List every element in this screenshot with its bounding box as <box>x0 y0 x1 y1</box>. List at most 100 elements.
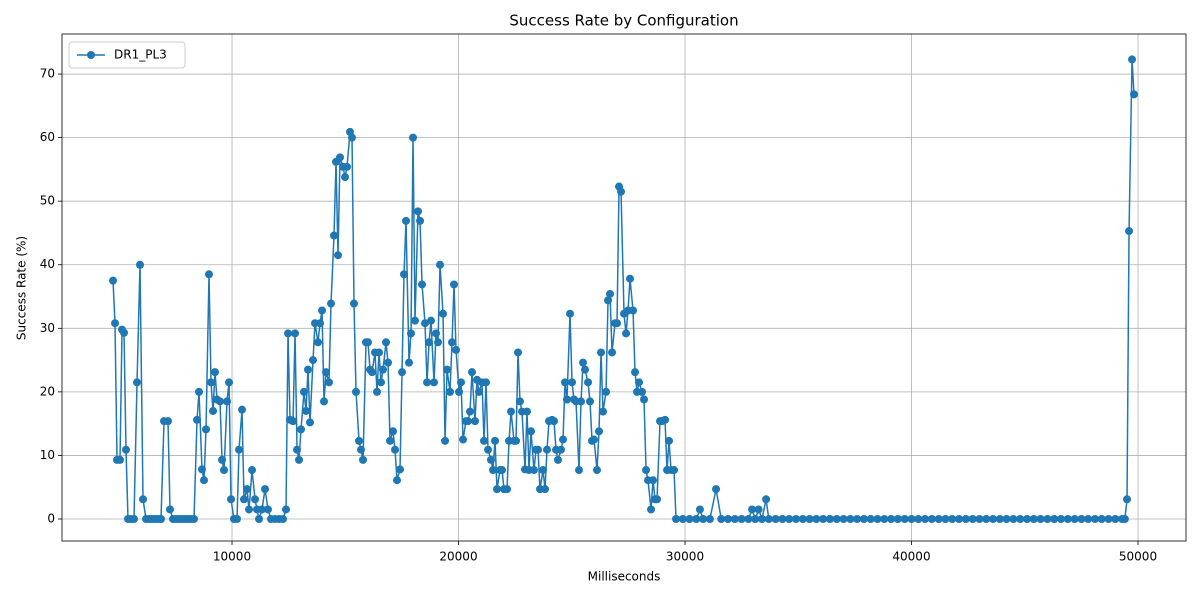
data-point <box>685 515 694 524</box>
data-point <box>359 455 368 464</box>
data-point <box>409 133 418 142</box>
data-point <box>593 466 602 475</box>
data-point <box>322 368 331 377</box>
data-point <box>1036 515 1045 524</box>
data-point <box>550 417 559 426</box>
data-point <box>309 356 318 365</box>
data-point <box>136 260 145 269</box>
data-point <box>261 485 270 494</box>
data-point <box>448 338 457 347</box>
data-point <box>955 515 964 524</box>
data-point <box>258 505 267 514</box>
data-point <box>209 406 218 415</box>
data-point <box>382 338 391 347</box>
data-point <box>416 216 425 225</box>
data-point <box>446 387 455 396</box>
data-point <box>157 515 166 524</box>
data-point <box>393 476 402 485</box>
data-point <box>109 276 118 285</box>
data-point <box>1056 515 1065 524</box>
data-point <box>1097 515 1106 524</box>
data-point <box>240 495 249 504</box>
data-point <box>377 378 386 387</box>
data-point <box>432 329 441 338</box>
data-point <box>559 435 568 444</box>
data-point <box>839 515 848 524</box>
data-point <box>512 436 521 445</box>
data-point <box>724 515 733 524</box>
data-point <box>1123 495 1132 504</box>
data-point <box>120 328 129 337</box>
data-point <box>316 319 325 328</box>
x-tick-label: 10000 <box>213 550 251 564</box>
data-point <box>1009 515 1018 524</box>
data-point <box>373 387 382 396</box>
data-point <box>812 515 821 524</box>
data-point <box>350 299 359 308</box>
y-axis-label: Success Rate (%) <box>15 236 29 340</box>
x-axis-label: Milliseconds <box>588 570 661 584</box>
data-point <box>411 316 420 325</box>
data-point <box>491 436 500 445</box>
data-point <box>289 417 298 426</box>
data-point <box>975 515 984 524</box>
data-point <box>1063 515 1072 524</box>
data-point <box>336 153 345 162</box>
data-point <box>297 425 306 434</box>
data-point <box>248 466 257 475</box>
data-point <box>245 505 254 514</box>
data-point <box>566 309 575 318</box>
data-point <box>295 455 304 464</box>
data-point <box>251 495 260 504</box>
data-point <box>302 406 311 415</box>
data-point <box>613 319 622 328</box>
data-point <box>1104 515 1113 524</box>
data-point <box>1070 515 1079 524</box>
data-point <box>798 515 807 524</box>
data-point <box>961 515 970 524</box>
data-point <box>670 466 679 475</box>
data-point <box>516 397 525 406</box>
data-point <box>948 515 957 524</box>
data-point <box>859 515 868 524</box>
data-point <box>304 365 313 374</box>
data-point <box>771 515 780 524</box>
data-point <box>819 515 828 524</box>
data-point <box>880 515 889 524</box>
data-point <box>778 515 787 524</box>
data-point <box>475 387 484 396</box>
data-point <box>1090 515 1099 524</box>
x-tick-label: 30000 <box>666 550 704 564</box>
data-point <box>1002 515 1011 524</box>
data-point <box>907 515 916 524</box>
data-point <box>1077 515 1086 524</box>
data-point <box>202 425 211 434</box>
data-point <box>375 348 384 357</box>
data-point <box>352 387 361 396</box>
data-point <box>318 306 327 315</box>
data-point <box>514 348 523 357</box>
data-point <box>430 378 439 387</box>
data-point <box>581 365 590 374</box>
data-point <box>498 466 507 475</box>
data-point <box>1084 515 1093 524</box>
y-tick-label: 60 <box>40 130 55 144</box>
data-point <box>758 515 767 524</box>
data-point <box>832 515 841 524</box>
y-tick-label: 0 <box>47 512 55 526</box>
data-point <box>638 387 647 396</box>
data-point <box>441 436 450 445</box>
data-point <box>597 348 606 357</box>
data-point <box>357 445 366 454</box>
data-point <box>968 515 977 524</box>
legend-label: DR1_PL3 <box>114 48 167 62</box>
data-point <box>386 436 395 445</box>
data-point <box>1128 55 1137 64</box>
data-point <box>423 378 432 387</box>
data-point <box>590 435 599 444</box>
data-point <box>325 378 334 387</box>
data-point <box>405 358 414 367</box>
data-point <box>197 465 206 474</box>
data-point <box>695 505 704 514</box>
